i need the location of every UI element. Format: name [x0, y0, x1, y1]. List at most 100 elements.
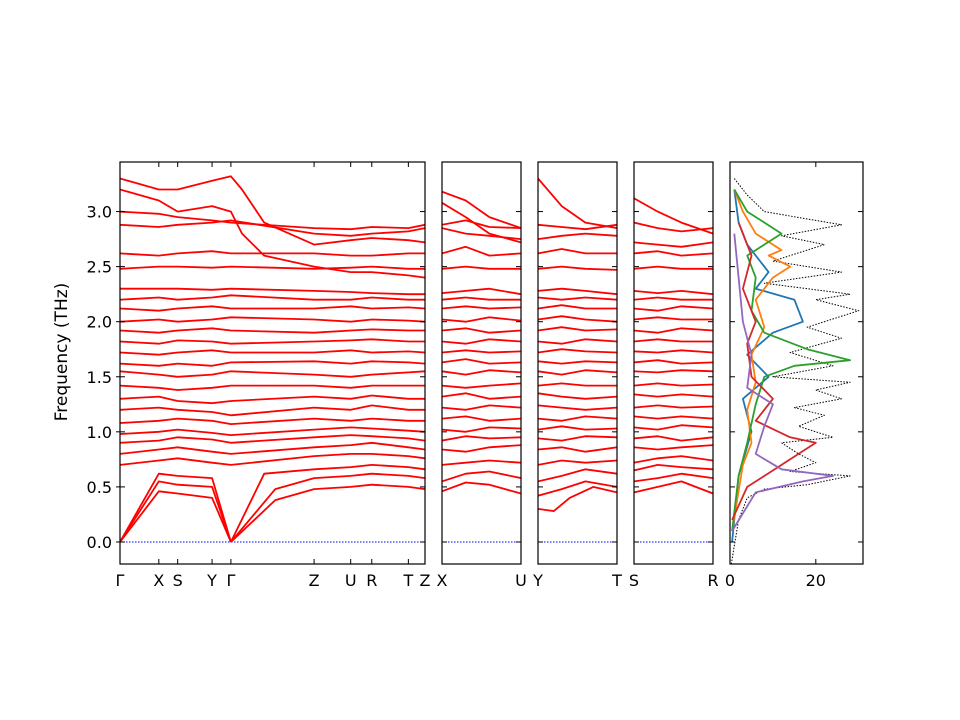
- y-tick-label: 0.5: [87, 478, 112, 497]
- phonon-band: [538, 360, 617, 365]
- x-tick-label: T: [402, 571, 413, 590]
- y-axis-label: Frequency (THz): [52, 283, 72, 422]
- phonon-band: [538, 459, 617, 466]
- phonon-band: [634, 472, 713, 483]
- partial-dos-line: [731, 189, 851, 532]
- y-tick-label: 2.5: [87, 258, 112, 277]
- phonon-band: [442, 327, 521, 334]
- phonon-band: [634, 382, 713, 387]
- phonon-band: [442, 470, 521, 483]
- phonon-band: [538, 415, 617, 422]
- band-panel-frame: [633, 161, 714, 565]
- phonon-band: [634, 290, 713, 296]
- band-panel-frame: [441, 161, 522, 565]
- dos-panel: [730, 178, 860, 564]
- band-panel-4: [634, 197, 713, 543]
- phonon-band: [634, 221, 713, 233]
- x-tick-label: Z: [420, 571, 431, 590]
- phonon-band: [538, 232, 617, 240]
- phonon-band: [120, 360, 425, 367]
- phonon-band: [120, 426, 425, 436]
- phonon-band: [442, 245, 521, 257]
- phonon-band: [538, 348, 617, 354]
- x-tick-label: Γ: [116, 571, 125, 590]
- x-tick-label: R: [366, 571, 377, 590]
- phonon-band: [120, 338, 425, 345]
- phonon-band: [230, 472, 425, 543]
- phonon-band: [634, 404, 713, 409]
- phonon-band: [120, 384, 425, 391]
- phonon-band: [634, 464, 713, 472]
- phonon-band: [120, 370, 425, 378]
- phonon-band: [120, 287, 425, 296]
- phonon-band: [634, 424, 713, 431]
- phonon-band: [538, 177, 617, 229]
- phonon-band: [120, 404, 425, 417]
- phonon-band: [538, 435, 617, 442]
- phonon-band: [538, 338, 617, 345]
- phonon-band: [442, 338, 521, 345]
- x-tick-label: T: [611, 571, 622, 590]
- phonon-band: [538, 248, 617, 255]
- y-tick-label: 2.0: [87, 313, 112, 332]
- phonon-band: [120, 294, 425, 301]
- phonon-band: [442, 227, 521, 240]
- band-panel-frame: [537, 161, 618, 565]
- x-tick-label: R: [707, 571, 718, 590]
- phonon-band: [120, 480, 232, 543]
- phonon-band: [442, 287, 521, 296]
- phonon-band: [538, 425, 617, 431]
- phonon-band: [442, 444, 521, 453]
- phonon-band: [634, 338, 713, 343]
- phonon-band: [538, 326, 617, 332]
- x-tick-label: X: [437, 571, 448, 590]
- x-tick-label: Γ: [226, 571, 235, 590]
- phonon-band: [120, 316, 425, 323]
- phonon-band: [634, 327, 713, 334]
- phonon-band: [634, 316, 713, 321]
- phonon-band: [442, 415, 521, 422]
- phonon-band: [538, 468, 617, 483]
- y-tick-label: 1.5: [87, 368, 112, 387]
- phonon-band: [634, 393, 713, 398]
- phonon-band: [120, 327, 425, 334]
- phonon-band: [120, 441, 425, 455]
- phonon-band: [538, 265, 617, 271]
- phonon-band: [538, 480, 617, 497]
- partial-dos-line: [731, 222, 817, 521]
- phonon-band: [442, 349, 521, 354]
- phonon-band: [442, 459, 521, 466]
- phonon-band: [634, 241, 713, 248]
- phonon-band: [538, 404, 617, 411]
- band-panel-frame: [119, 161, 426, 565]
- x-tick-label: Z: [309, 571, 320, 590]
- x-tick-label: S: [173, 571, 183, 590]
- phonon-band: [538, 486, 617, 512]
- phonon-band: [120, 305, 425, 312]
- phonon-band: [442, 358, 521, 365]
- x-tick-label: X: [153, 571, 164, 590]
- phonon-band: [442, 382, 521, 389]
- phonon-band: [442, 219, 521, 229]
- phonon-band: [538, 392, 617, 400]
- phonon-band: [230, 483, 425, 543]
- phonon-band: [634, 349, 713, 354]
- phonon-band: [442, 435, 521, 442]
- phonon-band: [120, 453, 425, 466]
- phonon-band: [634, 435, 713, 442]
- phonon-band: [120, 265, 425, 270]
- x-tick-label: U: [345, 571, 357, 590]
- partial-dos-line: [731, 189, 791, 532]
- phonon-band: [634, 415, 713, 420]
- phonon-band: [538, 287, 617, 296]
- phonon-band: [634, 480, 713, 495]
- phonon-band: [538, 296, 617, 301]
- phonon-band: [120, 349, 425, 356]
- phonon-band: [442, 265, 521, 270]
- phonon-band: [538, 382, 617, 387]
- phonon-band: [120, 490, 232, 543]
- x-tick-label: U: [515, 571, 527, 590]
- phonon-band: [442, 190, 521, 229]
- x-tick-label: 0: [725, 571, 735, 590]
